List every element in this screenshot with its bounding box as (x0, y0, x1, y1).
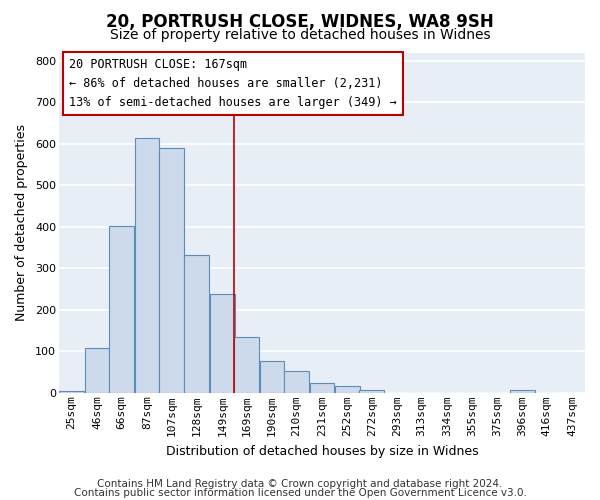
Y-axis label: Number of detached properties: Number of detached properties (15, 124, 28, 321)
Bar (310, 382, 334, 393)
Bar (109, 226, 134, 393)
Text: 20, PORTRUSH CLOSE, WIDNES, WA8 9SH: 20, PORTRUSH CLOSE, WIDNES, WA8 9SH (106, 12, 494, 30)
Bar (235, 337, 259, 393)
Bar (260, 360, 284, 393)
X-axis label: Distribution of detached houses by size in Widnes: Distribution of detached houses by size … (166, 444, 478, 458)
Bar (159, 148, 184, 393)
Text: Size of property relative to detached houses in Widnes: Size of property relative to detached ho… (110, 28, 490, 42)
Bar (359, 390, 384, 393)
Bar (284, 372, 308, 393)
Text: Contains public sector information licensed under the Open Government Licence v3: Contains public sector information licen… (74, 488, 526, 498)
Bar (184, 256, 209, 393)
Bar (85, 348, 109, 393)
Text: 20 PORTRUSH CLOSE: 167sqm
← 86% of detached houses are smaller (2,231)
13% of se: 20 PORTRUSH CLOSE: 167sqm ← 86% of detac… (70, 58, 397, 108)
Bar (59, 391, 84, 393)
Bar (510, 390, 535, 393)
Text: Contains HM Land Registry data © Crown copyright and database right 2024.: Contains HM Land Registry data © Crown c… (97, 479, 503, 489)
Bar (335, 386, 360, 393)
Bar (210, 294, 235, 393)
Bar (134, 138, 159, 393)
